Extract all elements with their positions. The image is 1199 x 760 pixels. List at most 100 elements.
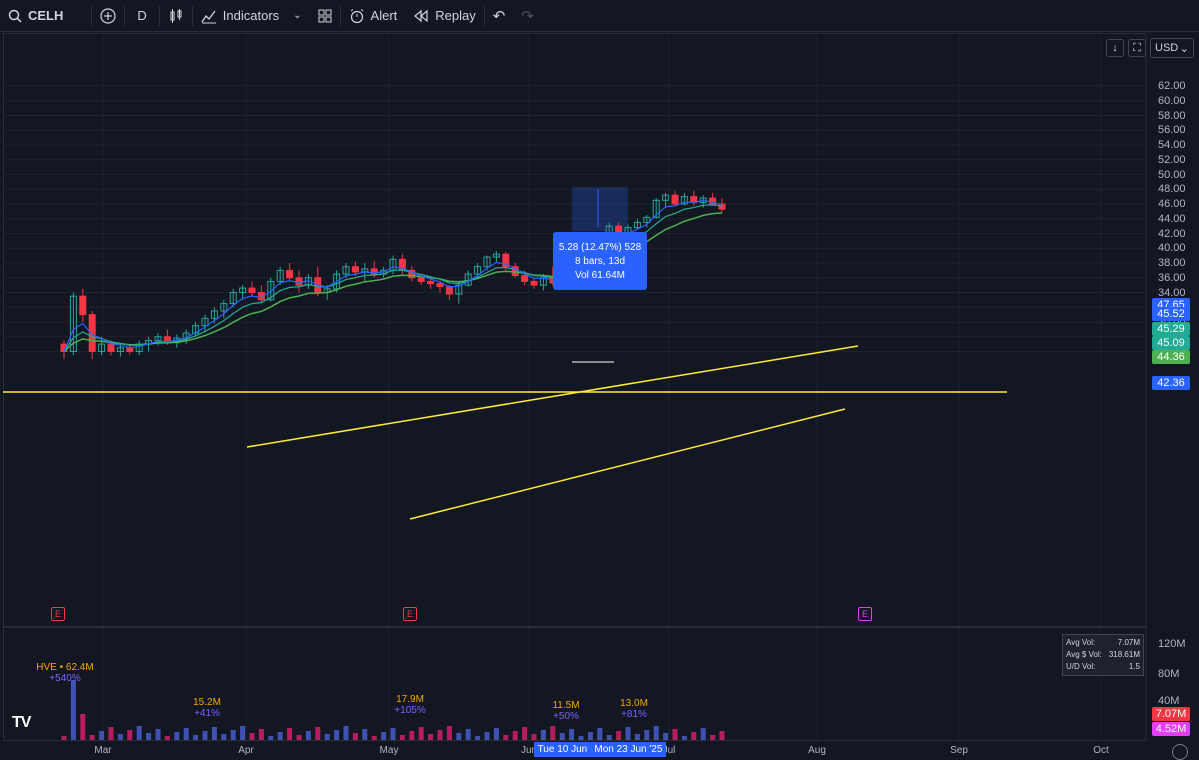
redo-button[interactable]: ↷ (513, 0, 542, 32)
volume-bar (127, 730, 133, 740)
volume-value: 17.9M (396, 694, 424, 705)
volume-annotation: 17.9M +105% (394, 694, 425, 716)
candle-body (370, 268, 378, 275)
volume-bar (616, 731, 622, 740)
volume-tag: 7.07M (1152, 707, 1190, 721)
volume-bar (663, 733, 669, 740)
date-range-start: Tue 10 Jun (537, 744, 588, 755)
volume-bar (117, 734, 123, 740)
date-tick-label: Aug (808, 745, 826, 756)
replay-label: Replay (435, 8, 476, 23)
volume-bar (202, 731, 208, 740)
volume-tag: 4.52M (1152, 722, 1190, 736)
volume-bar (221, 734, 227, 740)
undo-button[interactable]: ↶ (485, 0, 514, 32)
candle-body (79, 295, 87, 316)
chart-type-button[interactable] (160, 0, 192, 32)
candle-body (154, 336, 162, 341)
volume-bar (211, 727, 217, 740)
candle-body (88, 314, 96, 352)
tradingview-logo: TV (12, 714, 31, 731)
earnings-marker[interactable]: E (403, 607, 417, 621)
candles-icon (168, 8, 184, 24)
volume-bar (146, 733, 152, 740)
compare-button[interactable] (92, 0, 124, 32)
divider (339, 5, 341, 26)
interval-button[interactable]: D (137, 8, 147, 23)
volume-bar (136, 726, 142, 740)
candle-body (464, 273, 472, 286)
indicators-icon (201, 8, 217, 24)
volume-stats-box: Avg Vol: 7.07M Avg $ Vol: 318.61M U/D Vo… (1062, 634, 1144, 676)
currency-label: USD (1155, 42, 1179, 54)
volume-bar (672, 729, 678, 740)
replay-button[interactable]: Replay (405, 0, 483, 32)
volume-bar (681, 736, 687, 740)
price-tag: 42.36 (1152, 376, 1190, 390)
indicators-label: Indicators (222, 8, 280, 23)
ud-vol-row: U/D Vol: 1.5 (1066, 661, 1140, 673)
earnings-marker[interactable]: E (858, 607, 872, 621)
candle-body (408, 269, 416, 279)
volume-annotation: 15.2M +41% (193, 697, 221, 719)
candle-body (286, 269, 294, 279)
avg-vol-row: Avg Vol: 7.07M (1066, 637, 1140, 649)
candle-body (69, 295, 77, 352)
volume-bar (61, 736, 67, 740)
grid-icon (318, 9, 332, 23)
gear-icon[interactable] (1172, 744, 1188, 760)
measure-tooltip: 5.28 (12.47%) 528 8 bars, 13d Vol 61.64M (553, 232, 647, 290)
volume-bar (305, 731, 311, 740)
volume-bar (569, 729, 575, 740)
volume-bar (258, 729, 264, 740)
stat-value: 1.5 (1128, 662, 1140, 671)
candle-body (257, 292, 265, 301)
stat-label: U/D Vol: (1066, 662, 1096, 671)
candle-body (182, 332, 190, 339)
volume-bar (70, 680, 76, 740)
candle-body (116, 347, 124, 352)
download-icon[interactable]: ↓ (1106, 39, 1124, 57)
stat-label: Avg Vol: (1066, 638, 1096, 647)
price-tick-label: 40.00 (1158, 242, 1186, 255)
volume-bar (352, 733, 358, 740)
currency-select[interactable]: USD ⌄ (1150, 38, 1194, 58)
candle-body (662, 194, 670, 201)
price-tick-label: 38.00 (1158, 257, 1186, 269)
candle-body (671, 194, 679, 205)
candle-body (380, 269, 388, 275)
date-tick-label: Mar (94, 745, 112, 756)
volume-bar (531, 734, 537, 740)
volume-bar (324, 734, 330, 740)
candle-body (220, 303, 228, 312)
volume-bar (475, 736, 481, 740)
volume-bar (108, 727, 114, 740)
volume-pct: +50% (553, 711, 579, 722)
volume-bar (634, 734, 640, 740)
candle-body (530, 280, 538, 286)
volume-bar (390, 728, 396, 740)
fullscreen-icon[interactable]: ⛶ (1128, 39, 1146, 57)
redo-icon: ↷ (521, 7, 534, 25)
top-toolbar: CELH D Indicators ⌄ Alert Rep (0, 0, 1199, 32)
volume-bar (371, 736, 377, 740)
price-tag: 44.36 (1152, 350, 1190, 364)
volume-bar (268, 736, 274, 740)
indicators-button[interactable]: Indicators ⌄ (193, 0, 310, 32)
volume-annotation: HVE • 62.4M +540% (36, 662, 93, 684)
date-tick-label: Jun (520, 745, 538, 756)
candle-body (652, 199, 660, 218)
alert-button[interactable]: Alert (341, 0, 406, 32)
volume-bar (493, 728, 499, 740)
volume-value: 15.2M (193, 697, 221, 708)
earnings-marker[interactable]: E (51, 607, 65, 621)
price-tag: 45.29 (1152, 322, 1190, 336)
symbol-search[interactable]: CELH (0, 0, 71, 32)
volume-bar (230, 730, 236, 740)
volume-bar (80, 714, 86, 740)
templates-button[interactable] (310, 0, 340, 32)
price-tick-label: 50.00 (1158, 168, 1186, 181)
measure-change: 5.28 (12.47%) 528 (558, 241, 642, 253)
volume-bar (503, 735, 509, 740)
